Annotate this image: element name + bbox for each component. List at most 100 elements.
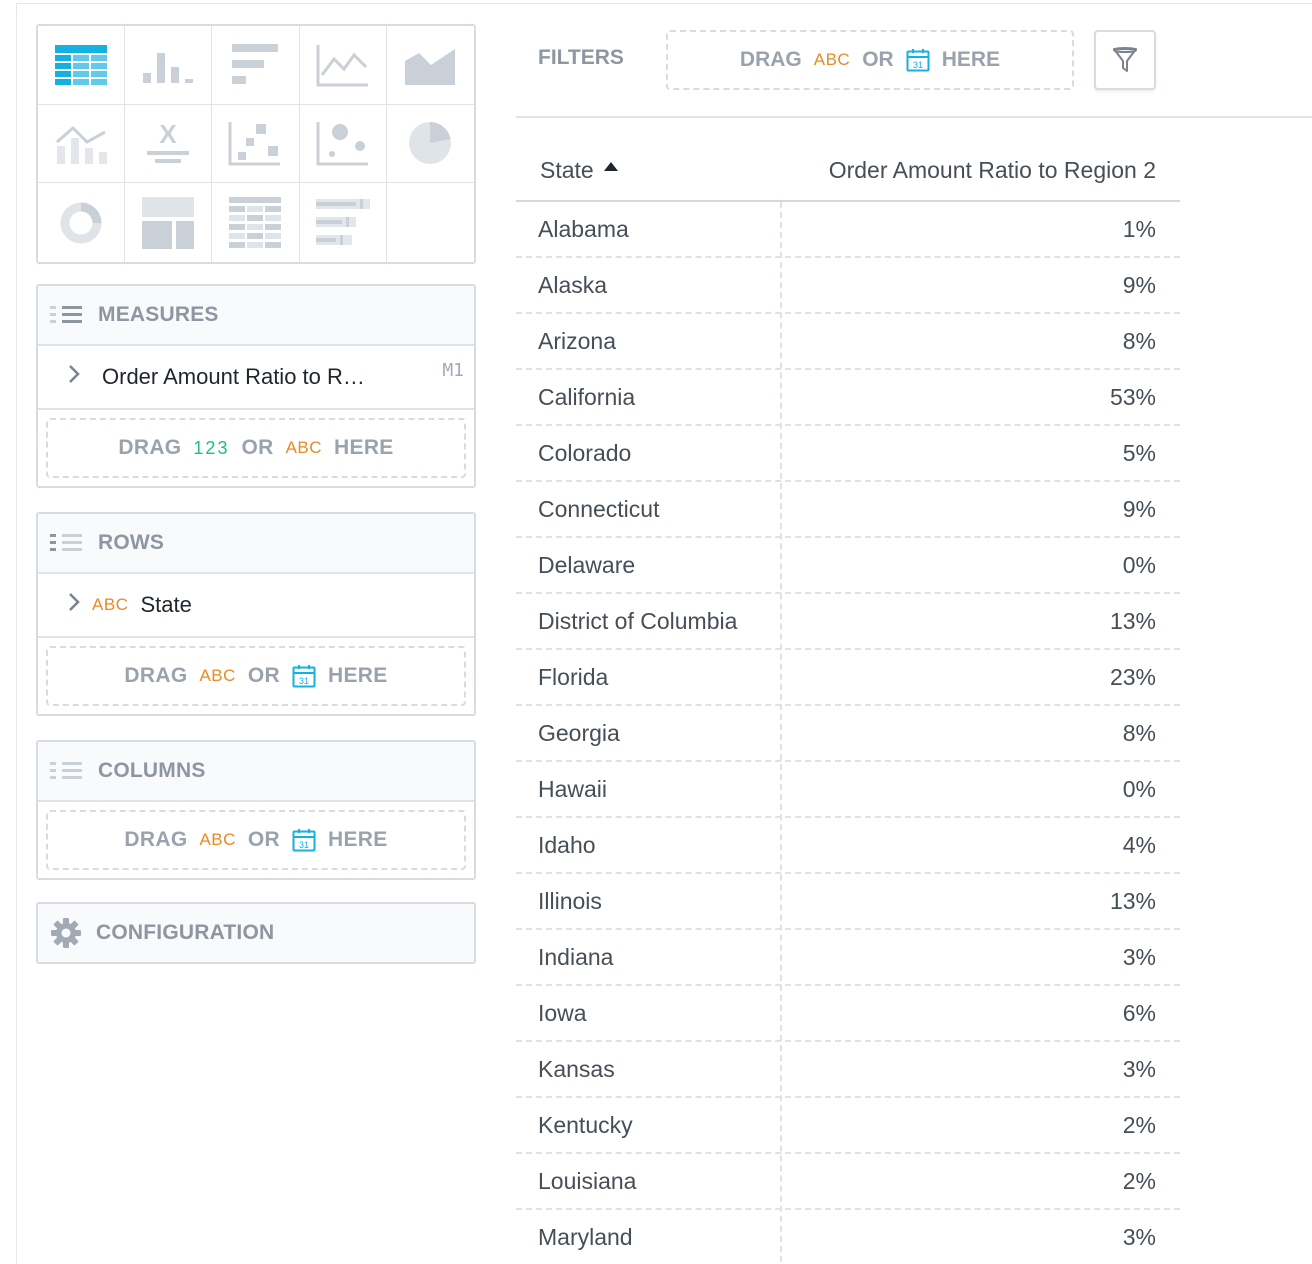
measures-header: MEASURES xyxy=(38,286,474,346)
cell-state: Alabama xyxy=(538,216,629,242)
filter-button[interactable] xyxy=(1094,30,1156,90)
headline-icon-glyph: X xyxy=(160,121,178,149)
table-row[interactable]: Colorado 5% xyxy=(516,426,1180,482)
drop-drag-text: DRAG xyxy=(739,48,802,71)
table-row[interactable]: Illinois 13% xyxy=(516,874,1180,930)
table-body: Alabama 1% Alaska 9% Arizona 8% California 53% C… xyxy=(516,202,1180,1264)
table-row[interactable]: Iowa 6% xyxy=(516,986,1180,1042)
columns-bucket: COLUMNS DRAG ABC OR 31 HERE xyxy=(36,740,476,880)
calendar-day: 31 xyxy=(299,840,309,850)
drop-here-text: HERE xyxy=(941,48,1001,71)
cell-state: Louisiana xyxy=(538,1168,637,1194)
cell-value: 1% xyxy=(1122,216,1156,242)
table-row[interactable]: Alabama 1% xyxy=(516,202,1180,258)
gear-icon xyxy=(51,918,81,948)
cell-state: Indiana xyxy=(538,944,614,970)
viz-type-bullet[interactable] xyxy=(300,183,387,262)
viz-type-column[interactable] xyxy=(125,26,213,105)
bucket-list-icon xyxy=(50,306,82,323)
configuration-header[interactable]: CONFIGURATION xyxy=(38,904,474,962)
chevron-right-icon[interactable] xyxy=(68,592,90,618)
configuration-section[interactable]: CONFIGURATION xyxy=(36,902,476,964)
table-row[interactable]: Kentucky 2% xyxy=(516,1098,1180,1154)
viz-type-pie[interactable] xyxy=(386,105,474,184)
viz-type-bar[interactable] xyxy=(212,26,300,105)
funnel-icon xyxy=(1113,47,1137,72)
viz-type-line[interactable] xyxy=(299,26,387,105)
cell-value: 8% xyxy=(1122,720,1156,746)
table-row[interactable]: Hawaii 0% xyxy=(516,762,1180,818)
column-chart-icon xyxy=(143,52,194,83)
cell-state: Colorado xyxy=(538,440,632,466)
table-row[interactable]: Idaho 4% xyxy=(516,818,1180,874)
cell-value: 13% xyxy=(1109,888,1156,914)
abc-type-icon: ABC xyxy=(813,50,851,69)
chevron-right-icon[interactable] xyxy=(68,364,90,390)
table-row[interactable]: Georgia 8% xyxy=(516,706,1180,762)
viz-type-treemap[interactable] xyxy=(125,183,213,262)
viz-type-combo[interactable] xyxy=(38,104,126,184)
drop-or-text: OR xyxy=(862,48,894,71)
table-row[interactable]: Arizona 8% xyxy=(516,314,1180,370)
viz-type-empty xyxy=(387,183,474,262)
abc-type-icon: ABC xyxy=(92,595,129,614)
cell-value: 53% xyxy=(1109,384,1156,410)
viz-type-table[interactable] xyxy=(38,26,126,105)
cell-state: Maryland xyxy=(538,1224,633,1250)
pie-chart-icon xyxy=(409,122,452,165)
cell-state: Iowa xyxy=(538,1000,587,1026)
cell-value: 8% xyxy=(1122,328,1156,354)
bar-chart-icon xyxy=(232,43,279,84)
calendar-icon: 31 xyxy=(292,665,316,688)
rows-drop-zone[interactable]: DRAG ABC OR 31 HERE xyxy=(46,646,466,706)
table-row[interactable]: Louisiana 2% xyxy=(516,1154,1180,1210)
filters-drop-zone[interactable]: DRAG ABC OR 31 HERE xyxy=(666,30,1074,90)
drop-drag-text: DRAG xyxy=(118,436,182,459)
row-item-state[interactable]: ABC State xyxy=(38,574,474,638)
table-row[interactable]: Delaware 0% xyxy=(516,538,1180,594)
table-row[interactable]: Kansas 3% xyxy=(516,1042,1180,1098)
drop-here-text: HERE xyxy=(328,664,388,687)
headline-icon: X xyxy=(147,121,190,164)
bucket-list-icon xyxy=(50,534,82,551)
combo-chart-icon xyxy=(56,126,108,165)
cell-value: 6% xyxy=(1122,1000,1156,1026)
column-header-value[interactable]: Order Amount Ratio to Region 2 xyxy=(828,156,1156,183)
line-chart-icon xyxy=(316,44,368,87)
drop-or-text: OR xyxy=(247,828,281,851)
viz-type-area[interactable] xyxy=(386,26,474,105)
cell-state: Illinois xyxy=(538,888,602,914)
columns-header: COLUMNS xyxy=(38,742,474,802)
abc-type-icon: ABC xyxy=(199,666,236,685)
cell-value: 4% xyxy=(1122,832,1156,858)
cell-state: District of Columbia xyxy=(538,608,738,634)
measure-item[interactable]: Order Amount Ratio to R… M1 xyxy=(38,346,474,410)
table-row[interactable]: California 53% xyxy=(516,370,1180,426)
table-row[interactable]: Indiana 3% xyxy=(516,930,1180,986)
table-row[interactable]: Florida 23% xyxy=(516,650,1180,706)
table-row[interactable]: Maryland 3% xyxy=(516,1210,1180,1264)
drop-or-text: OR xyxy=(241,436,274,459)
rows-header: ROWS xyxy=(38,514,474,574)
viz-type-heatmap[interactable] xyxy=(212,183,300,262)
bucket-list-icon xyxy=(50,762,82,779)
table-row[interactable]: District of Columbia 13% xyxy=(516,594,1180,650)
measures-drop-zone[interactable]: DRAG 123 OR ABC HERE xyxy=(46,418,466,478)
viz-type-bubble[interactable] xyxy=(299,104,387,184)
cell-value: 0% xyxy=(1122,552,1156,578)
cell-state: Alaska xyxy=(538,272,608,298)
sort-ascending-icon[interactable] xyxy=(604,162,618,171)
filters-separator xyxy=(516,116,1312,118)
cell-state: Kansas xyxy=(538,1056,615,1082)
viz-type-scatter[interactable] xyxy=(212,104,300,184)
table-row[interactable]: Alaska 9% xyxy=(516,258,1180,314)
columns-title: COLUMNS xyxy=(98,759,206,782)
viz-type-donut[interactable] xyxy=(38,183,126,262)
drop-here-text: HERE xyxy=(334,436,394,459)
column-header-state[interactable]: State xyxy=(540,156,594,183)
viz-type-headline[interactable]: X xyxy=(125,104,213,184)
cell-value: 5% xyxy=(1122,440,1156,466)
columns-drop-zone[interactable]: DRAG ABC OR 31 HERE xyxy=(46,810,466,870)
cell-value: 2% xyxy=(1122,1168,1156,1194)
table-row[interactable]: Connecticut 9% xyxy=(516,482,1180,538)
